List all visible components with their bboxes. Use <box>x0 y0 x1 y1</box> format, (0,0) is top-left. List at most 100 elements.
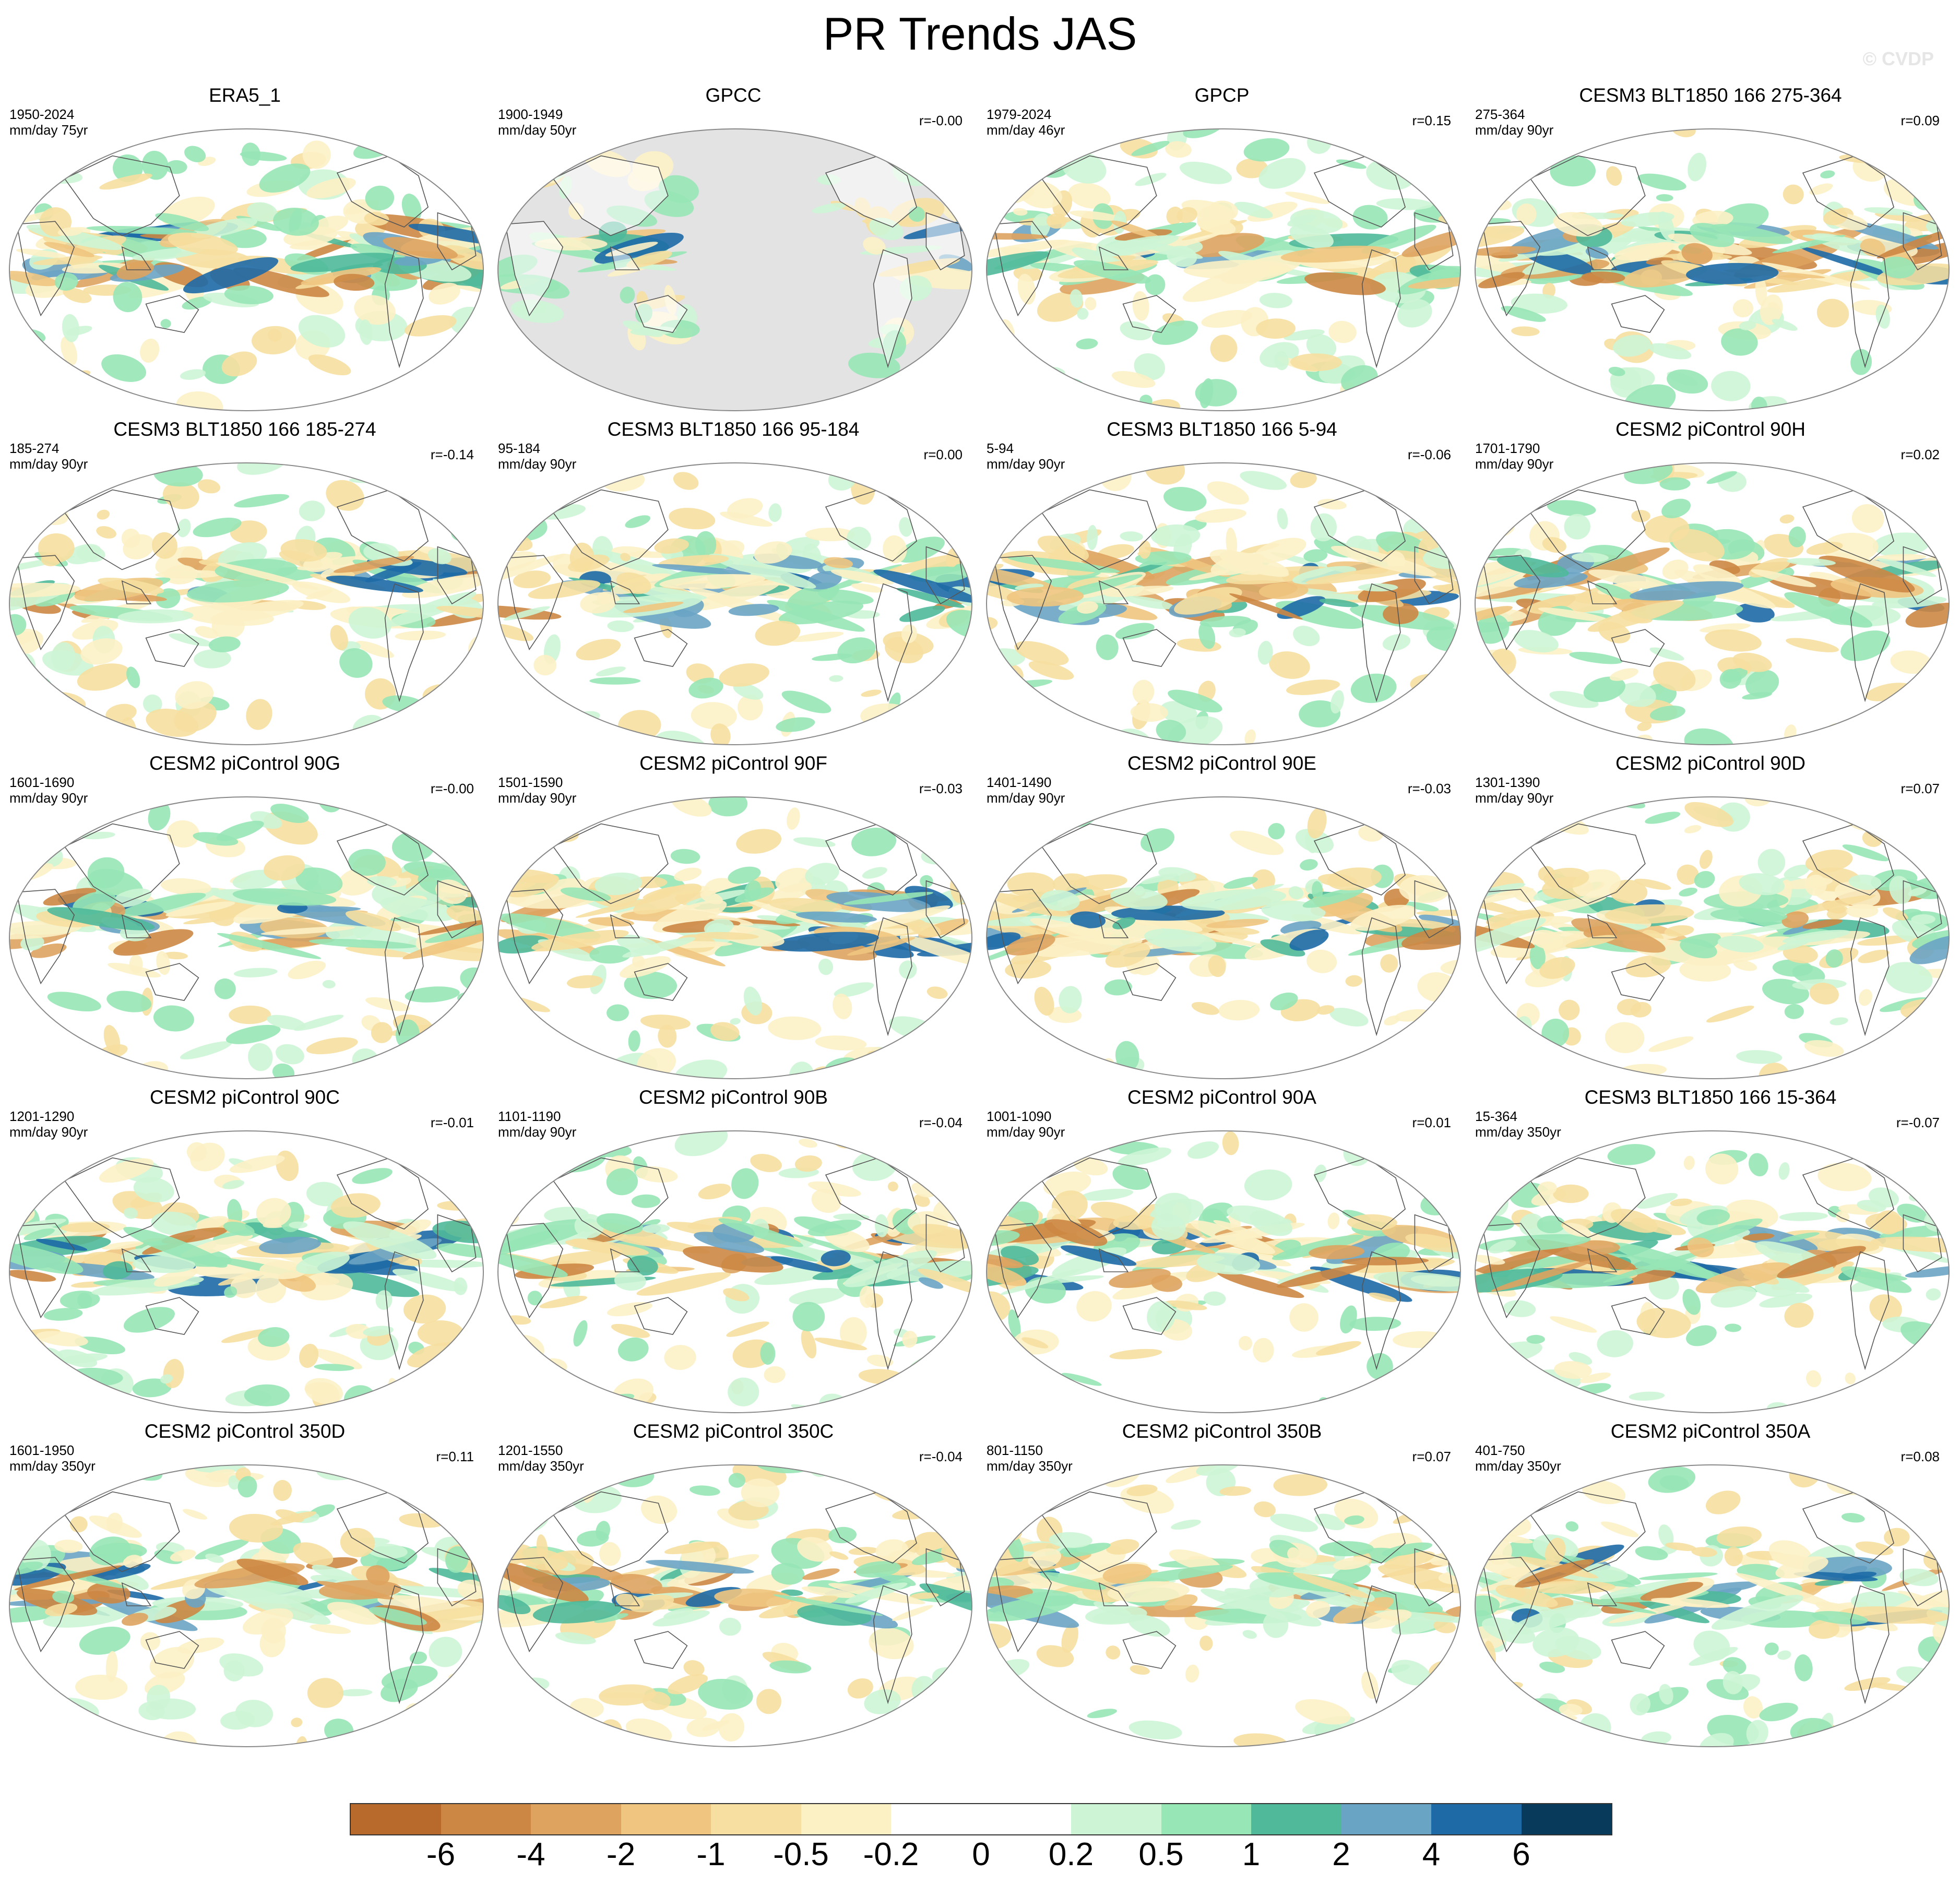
panel-title: CESM3 BLT1850 166 15-364 <box>1584 1087 1837 1108</box>
panel-period: 1401-1490 <box>987 774 1052 790</box>
cvdp-watermark: © CVDP <box>1862 48 1934 69</box>
panel-title: CESM2 piControl 90F <box>639 753 827 774</box>
figure-title: PR Trends JAS <box>823 8 1137 59</box>
panel-title: CESM3 BLT1850 166 95-184 <box>607 419 860 440</box>
panel-units: mm/day 90yr <box>498 1124 577 1140</box>
map-panel: CESM3 BLT1850 166 95-184 95-184 mm/day 90y… <box>489 417 978 751</box>
panel-units: mm/day 350yr <box>498 1458 584 1474</box>
panel-correlation: r=-0.00 <box>430 781 474 796</box>
panel-period: 1601-1690 <box>9 774 75 790</box>
global-map <box>986 1464 1461 1747</box>
panel-units: mm/day 90yr <box>987 1124 1065 1140</box>
colorbar-box <box>531 1804 621 1834</box>
global-map <box>986 462 1461 745</box>
panel-units: mm/day 90yr <box>1475 790 1554 806</box>
global-map <box>1475 1130 1950 1413</box>
global-map <box>9 462 484 745</box>
panel-title: CESM2 piControl 90B <box>639 1087 828 1108</box>
panel-correlation: r=-0.04 <box>919 1449 963 1464</box>
panel-units: mm/day 90yr <box>987 790 1065 806</box>
panel-correlation: r=0.07 <box>1900 781 1940 796</box>
global-map <box>497 796 972 1079</box>
panel-units: mm/day 350yr <box>1475 1458 1561 1474</box>
global-map <box>9 128 484 411</box>
global-map <box>1475 1464 1950 1747</box>
map-panel: CESM3 BLT1850 166 15-364 15-364 mm/day 350… <box>1466 1085 1955 1419</box>
panel-title: ERA5_1 <box>209 85 281 106</box>
colorbar-label: 0.5 <box>1138 1836 1184 1872</box>
panel-title: CESM3 BLT1850 166 185-274 <box>113 419 376 440</box>
panel-correlation: r=-0.03 <box>919 781 963 796</box>
panel-period: 185-274 <box>9 440 60 456</box>
colorbar-box <box>891 1804 981 1834</box>
colorbar-label: 6 <box>1512 1836 1530 1872</box>
panel-correlation: r=0.01 <box>1412 1115 1451 1130</box>
panel-period: 401-750 <box>1475 1442 1525 1458</box>
global-map <box>986 796 1461 1079</box>
panel-period: 1950-2024 <box>9 106 75 122</box>
panel-units: mm/day 46yr <box>987 122 1065 138</box>
map-panel: CESM2 piControl 350C 1201-1550 mm/day 350y… <box>489 1419 978 1753</box>
map-panel: CESM3 BLT1850 166 5-94 5-94 mm/day 90yr r=-… <box>977 417 1467 751</box>
panel-period: 1900-1949 <box>498 106 563 122</box>
panel-period: 1301-1390 <box>1475 774 1540 790</box>
colorbar-label: 2 <box>1332 1836 1350 1872</box>
colorbar-box <box>1431 1804 1522 1834</box>
panel-period: 1001-1090 <box>987 1108 1052 1124</box>
panel-period: 801-1150 <box>987 1442 1043 1458</box>
colorbar-box <box>1161 1804 1251 1834</box>
panel-correlation: r=-0.03 <box>1407 781 1451 796</box>
colorbar-box <box>351 1804 441 1834</box>
panel-title: CESM2 piControl 90E <box>1127 753 1316 774</box>
colorbar-label: -0.2 <box>863 1836 919 1872</box>
panel-units: mm/day 90yr <box>987 456 1065 472</box>
map-panel: GPCC 1900-1949 mm/day 50yr r=-0.00 <box>489 83 978 417</box>
panel-units: mm/day 90yr <box>1475 456 1554 472</box>
global-map <box>497 1130 972 1413</box>
panel-units: mm/day 50yr <box>498 122 577 138</box>
panel-period: 1601-1950 <box>9 1442 75 1458</box>
colorbar-label: -6 <box>426 1836 456 1872</box>
map-panel: CESM3 BLT1850 166 185-274 185-274 mm/day 9… <box>0 417 490 751</box>
global-map <box>986 1130 1461 1413</box>
map-panel: CESM2 piControl 350B 801-1150 mm/day 350yr… <box>977 1419 1467 1753</box>
map-panel: CESM2 piControl 90D 1301-1390 mm/day 90yr r… <box>1466 751 1955 1085</box>
map-panel: CESM2 piControl 350D 1601-1950 mm/day 350y… <box>0 1419 490 1753</box>
panel-units: mm/day 350yr <box>987 1458 1073 1474</box>
panel-correlation: r=0.07 <box>1412 1449 1451 1464</box>
panel-correlation: r=-0.07 <box>1896 1115 1940 1130</box>
panel-correlation: r=-0.01 <box>430 1115 474 1130</box>
panel-units: mm/day 90yr <box>1475 122 1554 138</box>
panel-units: mm/day 90yr <box>9 456 88 472</box>
colorbar-label: 1 <box>1242 1836 1261 1872</box>
panel-period: 95-184 <box>498 440 540 456</box>
panel-correlation: r=0.02 <box>1900 447 1940 462</box>
panel-title: CESM2 piControl 90A <box>1127 1087 1316 1108</box>
colorbar-label: -0.5 <box>773 1836 829 1872</box>
panel-period: 15-364 <box>1475 1108 1517 1124</box>
panel-title: CESM3 BLT1850 166 5-94 <box>1107 419 1337 440</box>
global-map <box>497 462 972 745</box>
colorbar-label: -2 <box>606 1836 636 1872</box>
map-panel: CESM2 piControl 90B 1101-1190 mm/day 90yr r… <box>489 1085 978 1419</box>
colorbar-label: -4 <box>516 1836 545 1872</box>
global-map <box>1475 128 1950 411</box>
map-panel: CESM2 piControl 90F 1501-1590 mm/day 90yr r… <box>489 751 978 1085</box>
colorbar-box <box>1521 1804 1611 1834</box>
panel-correlation: r=-0.04 <box>919 1115 963 1130</box>
panel-correlation: r=0.15 <box>1412 113 1451 128</box>
panel-period: 1501-1590 <box>498 774 563 790</box>
colorbar-box <box>981 1804 1071 1834</box>
panel-title: CESM2 piControl 350D <box>144 1421 346 1442</box>
panel-units: mm/day 75yr <box>9 122 88 138</box>
panel-period: 1201-1550 <box>498 1442 563 1458</box>
panel-title: CESM3 BLT1850 166 275-364 <box>1579 85 1842 106</box>
global-map <box>497 1464 972 1747</box>
panel-correlation: r=0.11 <box>436 1449 474 1464</box>
map-panel: CESM2 piControl 350A 401-750 mm/day 350yr r… <box>1466 1419 1955 1753</box>
map-panel: CESM3 BLT1850 166 275-364 275-364 mm/day 9… <box>1466 83 1955 417</box>
panel-units: mm/day 90yr <box>9 790 88 806</box>
panel-units: mm/day 90yr <box>498 790 577 806</box>
colorbar-box <box>1071 1804 1161 1834</box>
colorbar <box>350 1803 1612 1835</box>
